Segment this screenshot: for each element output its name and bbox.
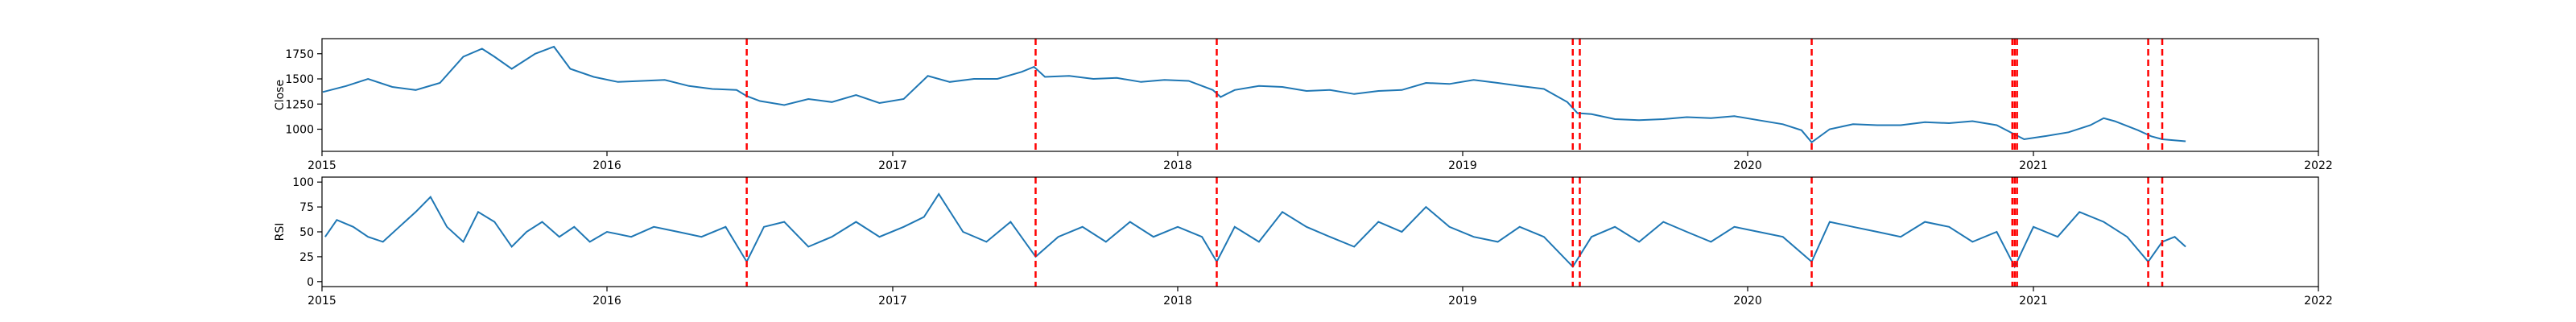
x-tick-label: 2019 <box>1448 295 1477 308</box>
x-tick-label: 2021 <box>2019 159 2048 172</box>
x-tick-label: 2018 <box>1163 295 1192 308</box>
y-tick-label: 1500 <box>285 73 314 86</box>
x-tick-label: 2019 <box>1448 159 1477 172</box>
y-tick-label: 1000 <box>285 124 314 137</box>
y-tick-label: 1750 <box>285 48 314 61</box>
y-tick-label: 0 <box>307 276 314 289</box>
series-line-0 <box>322 45 2186 144</box>
series-line-0 <box>324 192 2186 269</box>
y-tick-label: 25 <box>299 251 314 264</box>
y-axis-label: Close <box>274 80 287 110</box>
y-tick-label: 1250 <box>285 98 314 111</box>
x-tick-label: 2020 <box>1733 159 1762 172</box>
y-axis-label: RSI <box>274 223 287 242</box>
rsi-panel: 2015 2016 2017 2018 2019 2020 2021 2022 0 25 50 75 1… <box>274 176 2333 308</box>
x-tick-label: 2015 <box>308 159 336 172</box>
x-tick-label: 2021 <box>2019 295 2048 308</box>
x-tick-label: 2022 <box>2304 295 2333 308</box>
x-tick-label: 2022 <box>2304 159 2333 172</box>
y-tick-label: 100 <box>292 176 314 189</box>
x-tick-label: 2017 <box>878 295 907 308</box>
x-tick-label: 2016 <box>592 295 621 308</box>
x-tick-label: 2016 <box>592 159 621 172</box>
close-price-panel: 2015 2016 2017 2018 2019 2020 2021 2022 1000 1250… <box>274 38 2333 172</box>
y-tick-label: 50 <box>299 226 314 239</box>
x-tick-label: 2018 <box>1163 159 1192 172</box>
x-tick-label: 2015 <box>308 295 336 308</box>
x-tick-label: 2020 <box>1733 295 1762 308</box>
y-tick-label: 75 <box>299 201 314 214</box>
x-tick-label: 2017 <box>878 159 907 172</box>
plot-frame <box>321 38 2319 152</box>
